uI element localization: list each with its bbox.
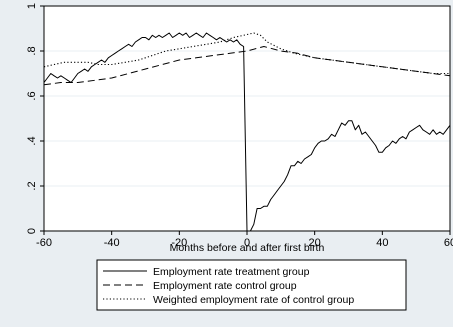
x-tick-label: -20: [171, 237, 187, 249]
legend: Employment rate treatment group Employmen…: [96, 259, 407, 311]
x-tick-label: 40: [376, 237, 388, 249]
y-tick-label: 0: [26, 228, 38, 234]
x-tick-label: 20: [309, 237, 321, 249]
y-tick-label: .6: [26, 91, 38, 100]
legend-label-2: Employment rate control group: [153, 280, 297, 292]
legend-label-3: Weighted employment rate of control grou…: [153, 294, 354, 306]
series-line-3: [43, 32, 450, 75]
x-axis-title: Months before and after first birth: [170, 242, 325, 254]
plot-area: [44, 6, 450, 231]
series-line-2: [43, 46, 451, 86]
y-tick-label: 1: [26, 3, 38, 9]
legend-label-1: Employment rate treatment group: [153, 266, 310, 278]
x-tick-label: 60: [444, 237, 453, 249]
y-tick-label: .8: [26, 46, 38, 55]
y-tick-label: .2: [26, 181, 38, 190]
x-tick-label: -40: [104, 237, 120, 249]
x-tick-label: -60: [36, 237, 52, 249]
axes: -60 -40 -20 0 20 40 60 0 .2 .4 .6 .8 1: [26, 3, 453, 249]
x-tick-label: 0: [244, 237, 250, 249]
legend-box: [96, 259, 407, 311]
y-tick-label: .4: [26, 136, 38, 145]
